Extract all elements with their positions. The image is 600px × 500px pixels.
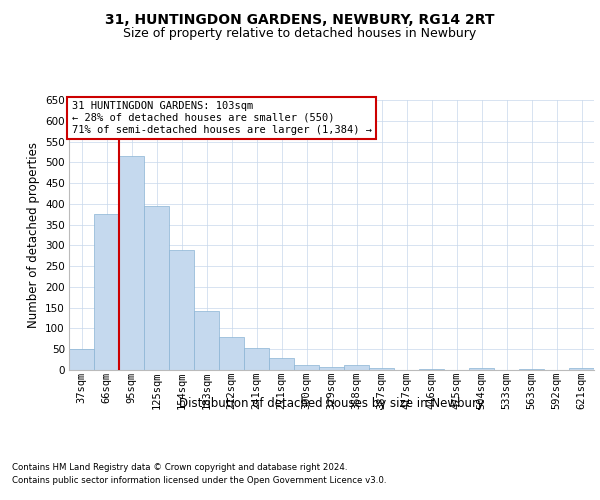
Text: Size of property relative to detached houses in Newbury: Size of property relative to detached ho…	[124, 28, 476, 40]
Bar	[294, 366, 319, 370]
Bar	[144, 206, 169, 370]
Bar	[469, 368, 494, 370]
Bar	[69, 349, 94, 370]
Y-axis label: Number of detached properties: Number of detached properties	[26, 142, 40, 328]
Bar	[119, 156, 144, 370]
Bar	[219, 337, 244, 370]
Bar	[569, 368, 594, 370]
Bar	[169, 250, 194, 370]
Bar	[269, 358, 294, 370]
Text: 31 HUNTINGDON GARDENS: 103sqm
← 28% of detached houses are smaller (550)
71% of : 31 HUNTINGDON GARDENS: 103sqm ← 28% of d…	[71, 102, 371, 134]
Text: 31, HUNTINGDON GARDENS, NEWBURY, RG14 2RT: 31, HUNTINGDON GARDENS, NEWBURY, RG14 2R…	[105, 12, 495, 26]
Text: Contains public sector information licensed under the Open Government Licence v3: Contains public sector information licen…	[12, 476, 386, 485]
Bar	[369, 368, 394, 370]
Bar	[194, 311, 219, 370]
Text: Contains HM Land Registry data © Crown copyright and database right 2024.: Contains HM Land Registry data © Crown c…	[12, 462, 347, 471]
Bar	[319, 367, 344, 370]
Bar	[419, 369, 444, 370]
Text: Distribution of detached houses by size in Newbury: Distribution of detached houses by size …	[179, 398, 484, 410]
Bar	[519, 369, 544, 370]
Bar	[94, 214, 119, 370]
Bar	[344, 365, 369, 370]
Bar	[244, 348, 269, 370]
